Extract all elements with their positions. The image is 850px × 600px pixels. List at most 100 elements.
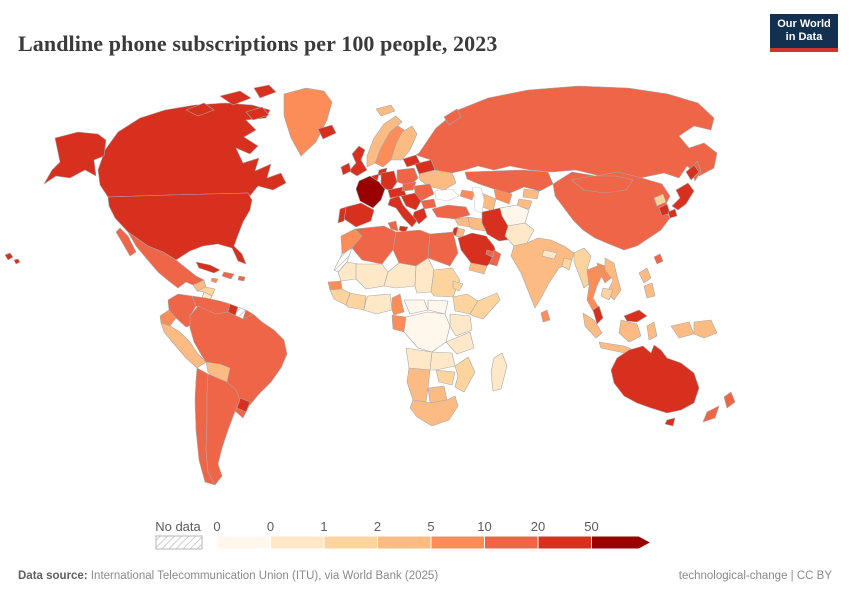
legend-bin-0[interactable] bbox=[216, 535, 271, 550]
country-papua-new-guinea[interactable] bbox=[693, 319, 718, 339]
country-tunisia[interactable] bbox=[387, 220, 399, 232]
country-romania[interactable] bbox=[413, 183, 435, 202]
country-somalia[interactable] bbox=[469, 292, 501, 320]
country-hungary[interactable] bbox=[401, 181, 417, 192]
country-cambodia[interactable] bbox=[600, 287, 614, 301]
country-namibia[interactable] bbox=[406, 367, 431, 403]
country-russia[interactable] bbox=[415, 85, 718, 179]
country-japan-kyushu[interactable] bbox=[667, 208, 678, 219]
owid-logo[interactable]: Our World in Data bbox=[770, 14, 838, 52]
country-kazakhstan[interactable] bbox=[464, 169, 554, 195]
no-data-swatch[interactable] bbox=[155, 535, 203, 550]
country-china[interactable] bbox=[552, 171, 671, 251]
country-poland[interactable] bbox=[396, 167, 419, 187]
country-western-sahara[interactable] bbox=[333, 247, 353, 273]
country-india[interactable] bbox=[510, 237, 575, 309]
country-malaysia-peninsula[interactable] bbox=[592, 305, 604, 325]
country-novaya-zemlya[interactable] bbox=[443, 108, 462, 126]
country-zambia[interactable] bbox=[429, 351, 456, 371]
country-dr-congo[interactable] bbox=[403, 311, 451, 353]
country-ivory-ghana[interactable] bbox=[345, 292, 367, 311]
country-uae[interactable] bbox=[485, 249, 495, 258]
country-hawaii-1[interactable] bbox=[4, 252, 14, 261]
country-tasmania[interactable] bbox=[664, 417, 676, 427]
country-zimbabwe[interactable] bbox=[435, 369, 456, 386]
country-portugal[interactable] bbox=[337, 206, 347, 224]
country-bulgaria[interactable] bbox=[420, 198, 437, 210]
country-spain[interactable] bbox=[343, 202, 375, 228]
country-philippines-mindanao[interactable] bbox=[643, 282, 656, 299]
country-finland[interactable] bbox=[390, 125, 418, 161]
country-mozambique[interactable] bbox=[454, 356, 476, 393]
country-japan-hokkaido[interactable] bbox=[685, 164, 700, 181]
country-angola[interactable] bbox=[405, 347, 433, 371]
country-turkey[interactable] bbox=[431, 204, 471, 220]
country-puerto-rico[interactable] bbox=[237, 275, 246, 282]
country-balkans[interactable] bbox=[400, 192, 422, 211]
country-central-african-republic[interactable] bbox=[403, 299, 429, 315]
country-philippines-luzon[interactable] bbox=[638, 267, 652, 284]
country-eritrea[interactable] bbox=[452, 280, 464, 292]
legend-bin-0-1[interactable] bbox=[270, 535, 325, 550]
country-nepal[interactable] bbox=[541, 249, 558, 260]
country-cameroon[interactable] bbox=[391, 293, 405, 316]
legend-bin-20-50[interactable] bbox=[537, 535, 592, 550]
country-syria[interactable] bbox=[454, 216, 471, 228]
country-madagascar[interactable] bbox=[490, 352, 508, 392]
country-australia[interactable] bbox=[610, 344, 700, 414]
country-svalbard[interactable] bbox=[375, 104, 396, 117]
country-caucasus[interactable] bbox=[459, 189, 476, 201]
country-japan-honshu[interactable] bbox=[671, 182, 695, 211]
legend-bin-2-5[interactable] bbox=[377, 535, 432, 550]
country-canada[interactable] bbox=[97, 102, 287, 198]
country-mongolia[interactable] bbox=[570, 175, 634, 194]
country-yemen[interactable] bbox=[468, 262, 488, 275]
country-alaska[interactable] bbox=[43, 131, 107, 185]
country-canada-arctic-4[interactable] bbox=[245, 106, 270, 121]
country-canada-arctic-2[interactable] bbox=[219, 90, 252, 106]
country-sulawesi[interactable] bbox=[646, 321, 658, 341]
country-baja-california[interactable] bbox=[115, 227, 137, 257]
country-sri-lanka[interactable] bbox=[540, 309, 551, 323]
country-bangladesh[interactable] bbox=[561, 257, 573, 271]
country-south-africa[interactable] bbox=[409, 395, 459, 427]
country-sumatra[interactable] bbox=[582, 312, 603, 339]
country-laos[interactable] bbox=[596, 262, 612, 284]
country-gabon-congo[interactable] bbox=[391, 314, 407, 333]
country-kalimantan[interactable] bbox=[618, 319, 642, 343]
legend-bin-10-20[interactable] bbox=[484, 535, 539, 550]
country-ireland[interactable] bbox=[340, 162, 352, 176]
country-sweden[interactable] bbox=[374, 125, 405, 168]
country-canada-arctic-3[interactable] bbox=[253, 84, 277, 99]
country-algeria[interactable] bbox=[351, 225, 397, 265]
country-north-korea[interactable] bbox=[653, 193, 667, 207]
country-uzbekistan[interactable] bbox=[493, 188, 513, 205]
legend-bin-1-2[interactable] bbox=[323, 535, 378, 550]
country-hispaniola[interactable] bbox=[221, 271, 235, 280]
country-nigeria[interactable] bbox=[363, 293, 393, 315]
legend-bin-50+[interactable] bbox=[591, 535, 653, 550]
country-new-zealand-south[interactable] bbox=[702, 405, 720, 423]
legend-bin-5-10[interactable] bbox=[430, 535, 485, 550]
country-kyrgyzstan[interactable] bbox=[522, 188, 540, 200]
country-united-kingdom[interactable] bbox=[348, 145, 368, 177]
country-niger[interactable] bbox=[383, 262, 417, 289]
country-ecuador[interactable] bbox=[159, 309, 177, 327]
country-greenland[interactable] bbox=[283, 87, 333, 157]
country-oman[interactable] bbox=[488, 249, 502, 267]
country-malaysia-east[interactable] bbox=[623, 309, 648, 323]
country-cuba[interactable] bbox=[195, 261, 221, 274]
country-south-sudan[interactable] bbox=[427, 299, 449, 315]
country-france[interactable] bbox=[355, 175, 386, 209]
country-jamaica[interactable] bbox=[210, 277, 219, 284]
country-italy[interactable] bbox=[387, 195, 418, 228]
country-tanzania[interactable] bbox=[445, 331, 475, 355]
country-iceland[interactable] bbox=[317, 124, 337, 140]
country-argentina[interactable] bbox=[205, 373, 241, 486]
country-taiwan[interactable] bbox=[653, 253, 664, 265]
country-iraq[interactable] bbox=[467, 216, 487, 232]
country-mali[interactable] bbox=[355, 263, 389, 290]
country-uganda-kenya[interactable] bbox=[449, 313, 473, 337]
country-west-papua[interactable] bbox=[670, 321, 695, 339]
country-canada-arctic-1[interactable] bbox=[185, 102, 215, 117]
